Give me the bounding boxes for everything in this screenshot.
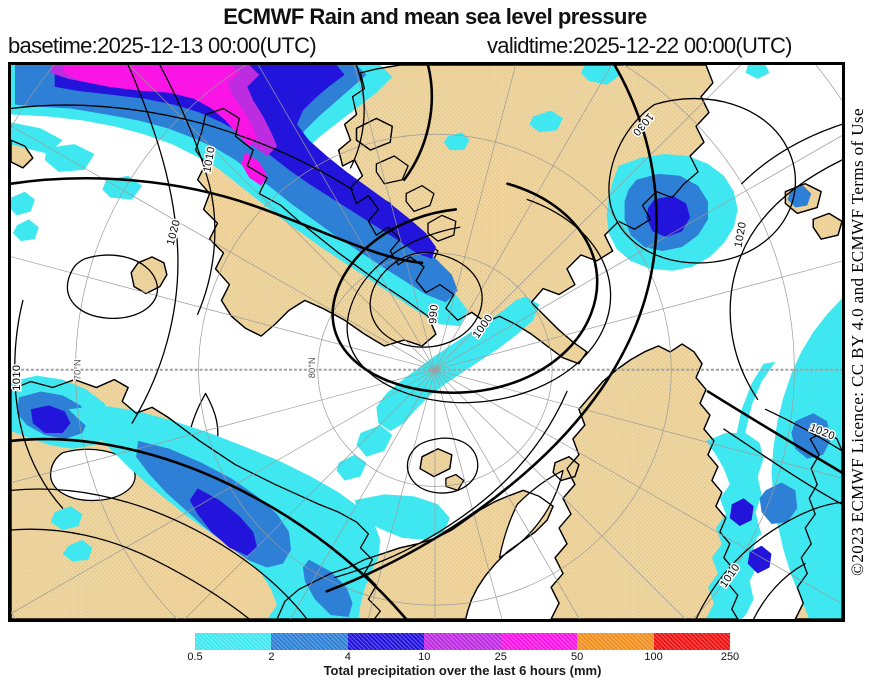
pressure-contours: [11, 65, 842, 619]
precip-right-heavy-1: [729, 498, 754, 527]
legend-tick: 250: [720, 651, 740, 663]
precip-pole-blob-3: [336, 454, 367, 481]
precip-fragment-left-1: [11, 191, 35, 216]
precip-canada-heavy: [189, 488, 258, 556]
isobar-label: 990: [427, 304, 441, 325]
island-svalbard-2: [445, 473, 465, 492]
island-arctic-5: [405, 185, 435, 213]
island-arctic-6: [427, 214, 457, 242]
precip-canada-spot-2: [62, 539, 93, 562]
precip-band-atlantic-extreme: [62, 65, 258, 147]
legend-tick: 25: [494, 651, 507, 663]
precip-top-spot-3: [443, 132, 470, 151]
legend-title: Total precipitation over the last 6 hour…: [323, 663, 602, 678]
precipitation-legend-colorbar: [195, 633, 731, 650]
legend-swatch-1: [271, 633, 349, 650]
precip-canada-spot-1: [50, 506, 83, 530]
legend-tick: 0.5: [187, 651, 203, 663]
precip-fragment-left-2: [12, 219, 39, 242]
latitude-label: 70°N: [71, 359, 82, 380]
legend-tick-labels: 0.5 2 4 10 25 50 100 250: [187, 651, 739, 663]
precip-right-band: [771, 298, 842, 619]
precip-fragment-2: [44, 144, 95, 172]
legend-swatch-6: [653, 633, 731, 650]
legend-swatch-4: [500, 633, 578, 650]
precip-canada-ext: [354, 494, 450, 540]
legend-swatch-0: [195, 633, 272, 650]
precip-canada-tail: [302, 559, 353, 618]
isobar-label: 1010: [11, 365, 23, 391]
graticule: [11, 65, 842, 619]
legend-swatch-5: [577, 633, 654, 650]
latitude-label: 80°N: [306, 357, 317, 378]
legend-tick: 50: [571, 651, 584, 663]
legend-swatch-3: [424, 633, 502, 650]
page-title: ECMWF Rain and mean sea level pressure: [223, 4, 647, 29]
precip-spot-ne: [787, 185, 812, 208]
precip-top-spot-1: [580, 65, 621, 85]
channel-bering: [498, 469, 564, 559]
island-arctic-2: [375, 155, 409, 185]
legend-tick: 100: [644, 651, 663, 663]
polar-weather-map: 1010 1020 990 1000 1030 1020 1020 1010 1010 80°N 7…: [8, 62, 845, 622]
legend-swatch-2: [347, 633, 425, 650]
legend-tick: 10: [418, 651, 431, 663]
basetime-label: basetime:2025-12-13 00:00(UTC): [8, 33, 317, 58]
precip-right-coastal: [705, 433, 764, 619]
precip-pole-blob-2: [356, 425, 393, 457]
precip-canada-left-heavy: [30, 405, 71, 434]
validtime-label: validtime:2025-12-22 00:00(UTC): [487, 33, 792, 58]
legend-tick: 2: [268, 651, 275, 663]
precip-top-spot-4: [529, 110, 564, 133]
copyright-text: ©2023 ECMWF Licence: CC BY 4.0 and ECMWF…: [848, 108, 867, 576]
precip-coast-extreme-spot: [241, 152, 268, 186]
precip-top-spot-2: [745, 65, 770, 79]
precip-right-moderate-2: [759, 482, 798, 525]
legend-tick: 4: [344, 651, 351, 663]
precip-fragment-3: [102, 175, 143, 200]
copyright-sidebar: ©2023 ECMWF Licence: CC BY 4.0 and ECMWF…: [847, 62, 869, 622]
